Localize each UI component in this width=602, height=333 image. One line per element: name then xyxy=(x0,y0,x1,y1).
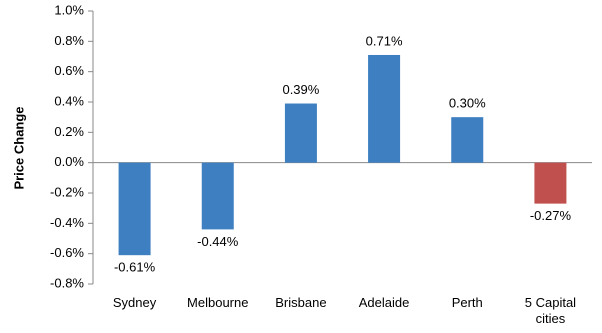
y-tick-label: -0.6% xyxy=(50,245,84,260)
y-tick-label: -0.4% xyxy=(50,215,84,230)
value-label: -0.27% xyxy=(530,208,572,223)
y-axis-label: Price Change xyxy=(11,106,26,189)
x-tick-label: Melbourne xyxy=(187,295,249,310)
y-tick-label: 0.2% xyxy=(54,124,84,139)
y-tick-label: -0.8% xyxy=(50,275,84,290)
y-tick-label: 1.0% xyxy=(54,2,84,17)
bar xyxy=(201,162,234,230)
y-tick-label: -0.2% xyxy=(50,184,84,199)
value-label: -0.44% xyxy=(197,234,239,249)
bar xyxy=(118,162,151,256)
bar xyxy=(534,162,567,204)
y-tick-label: 0.0% xyxy=(54,154,84,169)
x-tick-label: Perth xyxy=(451,295,483,310)
bar xyxy=(451,117,484,163)
y-tick-label: 0.4% xyxy=(54,93,84,108)
value-label: 0.71% xyxy=(366,33,403,48)
y-tick-label: 0.6% xyxy=(54,63,84,78)
x-tick-label: 5 Capital cities xyxy=(524,295,577,326)
value-label: -0.61% xyxy=(114,260,156,275)
value-label: 0.30% xyxy=(449,96,486,111)
bar xyxy=(284,103,317,163)
y-tick-label: 0.8% xyxy=(54,33,84,48)
x-tick-label: Brisbane xyxy=(275,295,327,310)
x-tick-label: Sydney xyxy=(112,295,157,310)
bar xyxy=(368,54,401,163)
x-tick-label: Adelaide xyxy=(358,295,410,310)
value-label: 0.39% xyxy=(282,82,319,97)
